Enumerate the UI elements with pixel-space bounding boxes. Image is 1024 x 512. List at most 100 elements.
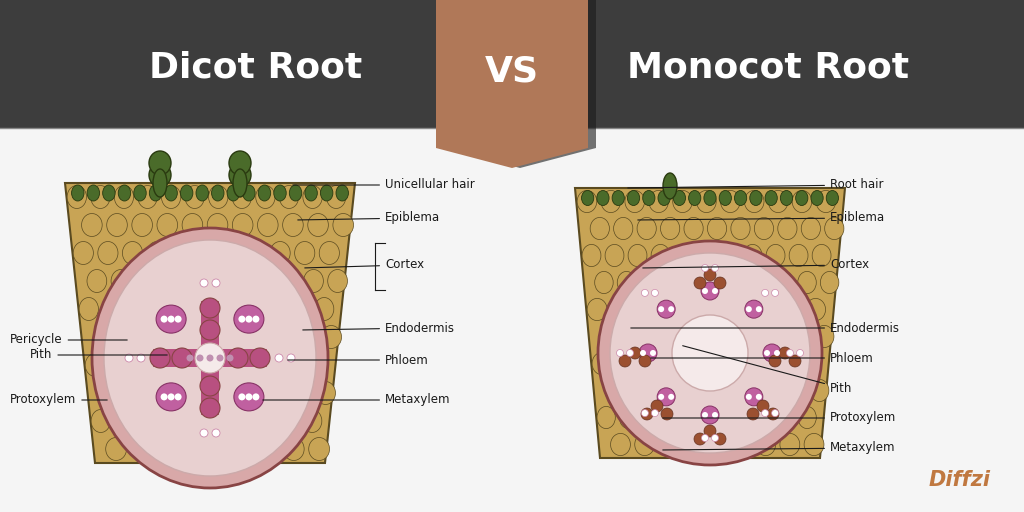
Ellipse shape xyxy=(87,185,99,201)
Ellipse shape xyxy=(611,298,632,321)
Ellipse shape xyxy=(635,434,654,456)
Ellipse shape xyxy=(115,410,134,433)
Text: Root hair: Root hair xyxy=(628,179,884,191)
Ellipse shape xyxy=(283,214,303,237)
Ellipse shape xyxy=(104,240,316,476)
Ellipse shape xyxy=(321,185,333,201)
Ellipse shape xyxy=(315,381,336,404)
Ellipse shape xyxy=(673,190,692,212)
Ellipse shape xyxy=(290,185,302,201)
Polygon shape xyxy=(444,0,596,168)
Ellipse shape xyxy=(200,398,220,418)
Ellipse shape xyxy=(712,288,718,294)
Ellipse shape xyxy=(766,244,785,267)
Ellipse shape xyxy=(639,352,657,375)
Ellipse shape xyxy=(658,394,665,400)
Ellipse shape xyxy=(321,326,342,349)
Ellipse shape xyxy=(750,190,762,205)
Ellipse shape xyxy=(612,190,625,205)
Ellipse shape xyxy=(233,383,264,411)
Ellipse shape xyxy=(212,429,220,437)
Text: Phloem: Phloem xyxy=(288,353,429,367)
Ellipse shape xyxy=(209,353,228,376)
Ellipse shape xyxy=(233,169,247,197)
Ellipse shape xyxy=(197,297,216,321)
Ellipse shape xyxy=(701,282,719,300)
Ellipse shape xyxy=(812,244,831,267)
Ellipse shape xyxy=(639,344,657,362)
Ellipse shape xyxy=(719,379,737,401)
Ellipse shape xyxy=(150,163,171,187)
Polygon shape xyxy=(436,0,588,168)
Ellipse shape xyxy=(764,350,770,356)
Ellipse shape xyxy=(232,438,253,460)
Ellipse shape xyxy=(790,244,808,267)
Ellipse shape xyxy=(134,185,146,201)
Ellipse shape xyxy=(161,393,168,400)
Ellipse shape xyxy=(582,190,594,205)
Ellipse shape xyxy=(702,412,708,418)
Ellipse shape xyxy=(617,271,636,293)
Ellipse shape xyxy=(610,253,810,453)
Ellipse shape xyxy=(721,190,740,212)
Ellipse shape xyxy=(207,438,228,460)
Ellipse shape xyxy=(102,185,115,201)
Ellipse shape xyxy=(756,434,775,456)
Ellipse shape xyxy=(778,352,798,375)
Ellipse shape xyxy=(636,298,655,321)
Ellipse shape xyxy=(229,151,251,175)
Ellipse shape xyxy=(162,410,181,433)
Ellipse shape xyxy=(284,438,304,460)
Ellipse shape xyxy=(628,244,647,267)
Ellipse shape xyxy=(684,298,705,321)
Ellipse shape xyxy=(245,326,266,349)
Ellipse shape xyxy=(595,271,613,293)
Ellipse shape xyxy=(802,352,821,375)
Ellipse shape xyxy=(336,185,348,201)
Ellipse shape xyxy=(305,185,317,201)
Ellipse shape xyxy=(714,433,726,445)
Ellipse shape xyxy=(708,434,727,456)
Ellipse shape xyxy=(757,400,769,412)
Ellipse shape xyxy=(209,410,228,433)
Ellipse shape xyxy=(229,163,251,187)
Ellipse shape xyxy=(157,214,177,237)
Ellipse shape xyxy=(291,297,310,321)
Ellipse shape xyxy=(295,242,314,265)
Ellipse shape xyxy=(791,326,810,348)
Ellipse shape xyxy=(85,353,105,376)
Ellipse shape xyxy=(605,379,624,401)
Ellipse shape xyxy=(110,353,130,376)
Ellipse shape xyxy=(811,190,823,205)
Ellipse shape xyxy=(745,306,752,312)
Text: Metaxylem: Metaxylem xyxy=(663,441,896,455)
Ellipse shape xyxy=(200,320,220,340)
Ellipse shape xyxy=(165,185,177,201)
Ellipse shape xyxy=(270,326,291,349)
Ellipse shape xyxy=(616,350,624,356)
Ellipse shape xyxy=(196,185,209,201)
Ellipse shape xyxy=(232,214,253,237)
Ellipse shape xyxy=(620,407,638,429)
Ellipse shape xyxy=(685,352,705,375)
Ellipse shape xyxy=(246,315,252,323)
Ellipse shape xyxy=(82,214,102,237)
Ellipse shape xyxy=(168,315,175,323)
Ellipse shape xyxy=(733,298,753,321)
Ellipse shape xyxy=(197,354,204,361)
Ellipse shape xyxy=(79,297,98,321)
Ellipse shape xyxy=(685,271,703,293)
Ellipse shape xyxy=(168,393,175,400)
Ellipse shape xyxy=(772,289,778,296)
Ellipse shape xyxy=(598,241,822,465)
Ellipse shape xyxy=(216,354,223,361)
Ellipse shape xyxy=(72,185,84,201)
Ellipse shape xyxy=(660,218,680,240)
Ellipse shape xyxy=(578,190,597,212)
Ellipse shape xyxy=(651,410,658,417)
Ellipse shape xyxy=(239,315,246,323)
Ellipse shape xyxy=(674,244,693,267)
Ellipse shape xyxy=(744,190,764,212)
Ellipse shape xyxy=(650,379,669,401)
Ellipse shape xyxy=(180,185,193,201)
